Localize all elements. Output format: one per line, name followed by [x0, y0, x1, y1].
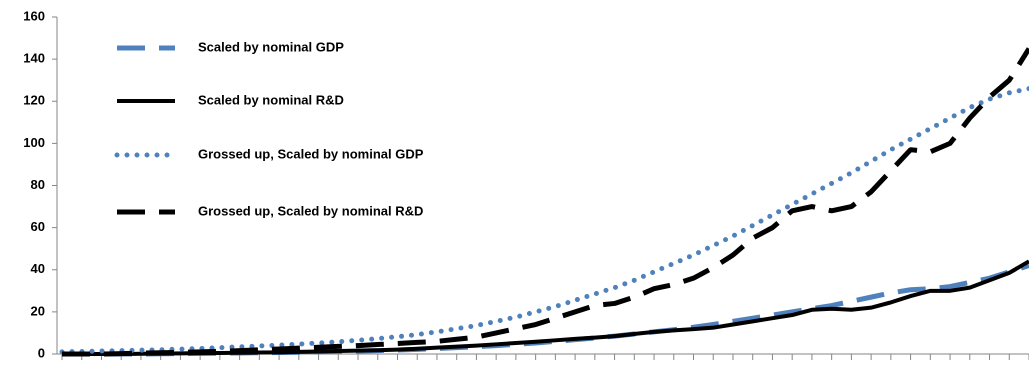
y-tick-label: 100 [23, 135, 45, 150]
series-line [62, 259, 1029, 356]
series-line [62, 47, 1029, 357]
legend-label: Grossed up, Scaled by nominal R&D [198, 203, 423, 218]
legend-label: Grossed up, Scaled by nominal GDP [198, 146, 424, 161]
legend-label: Scaled by nominal R&D [198, 92, 344, 107]
y-tick-label: 0 [38, 345, 45, 360]
y-tick-label: 40 [31, 261, 45, 276]
series-line [59, 86, 1029, 355]
legend-label: Scaled by nominal GDP [198, 39, 344, 54]
y-tick-label: 20 [31, 303, 45, 318]
y-tick-label: 120 [23, 93, 45, 108]
y-tick-label: 60 [31, 219, 45, 234]
y-tick-label: 140 [23, 51, 45, 66]
y-tick-label: 80 [31, 177, 45, 192]
y-tick-label: 160 [23, 8, 45, 23]
